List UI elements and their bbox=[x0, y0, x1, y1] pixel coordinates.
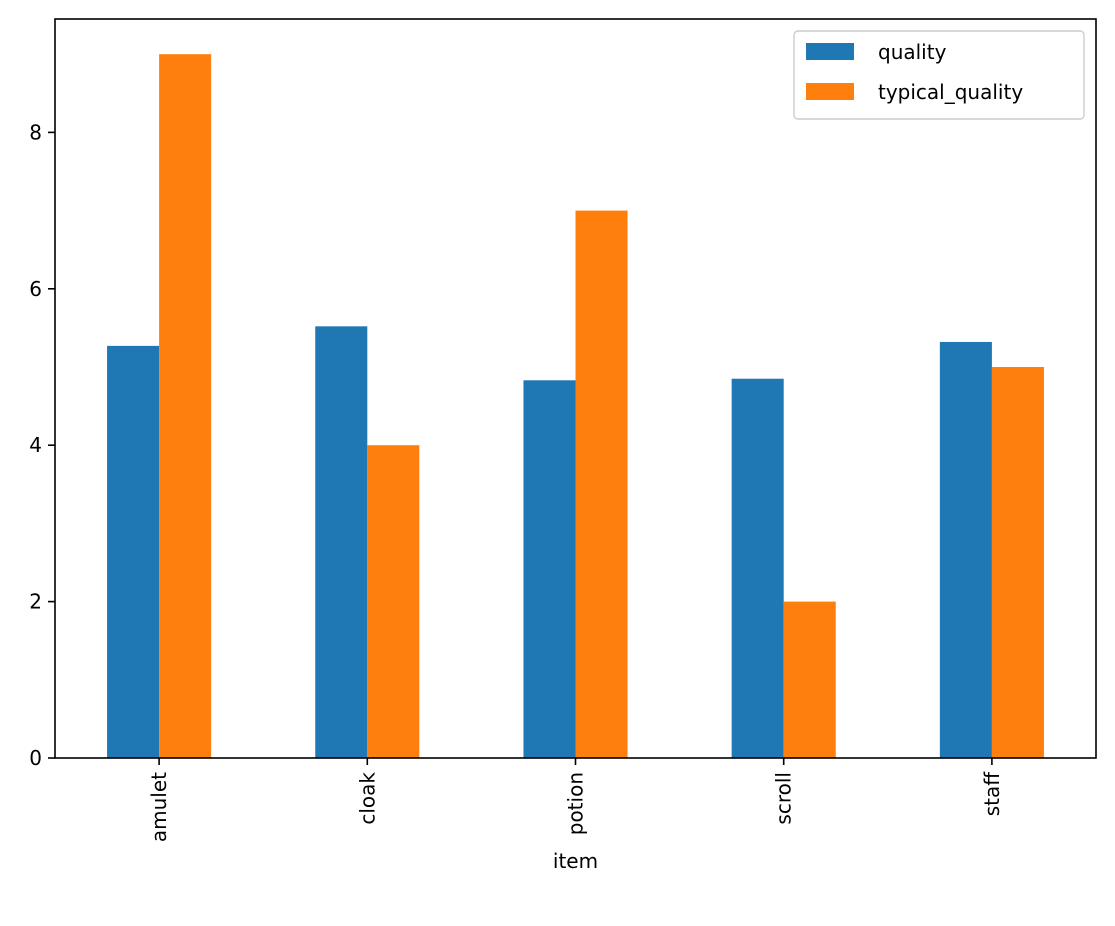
legend-label-quality: quality bbox=[878, 40, 947, 64]
bar-quality-potion bbox=[523, 380, 576, 758]
y-axis: 0 2 4 6 8 bbox=[29, 120, 55, 770]
y-tick-label-2: 2 bbox=[29, 590, 42, 614]
legend-frame bbox=[793, 30, 1085, 120]
x-tick-label-cloak: cloak bbox=[355, 772, 379, 825]
bar-quality-scroll bbox=[731, 378, 784, 758]
bar-quality-staff bbox=[939, 341, 992, 758]
y-tick-label-4: 4 bbox=[29, 433, 42, 457]
bar-quality-cloak bbox=[315, 326, 368, 758]
x-axis: amulet cloak potion scroll staff bbox=[147, 758, 1004, 842]
x-tick-label-staff: staff bbox=[980, 771, 1004, 817]
x-tick-label-amulet: amulet bbox=[147, 772, 171, 842]
bar-typical-quality-cloak bbox=[367, 445, 420, 758]
legend-swatch-typical-quality bbox=[806, 83, 854, 100]
legend-swatch-quality bbox=[806, 43, 854, 60]
x-tick-label-potion: potion bbox=[564, 772, 588, 835]
y-tick-label-8: 8 bbox=[29, 120, 42, 144]
legend: quality typical_quality bbox=[793, 30, 1085, 120]
x-axis-label: item bbox=[553, 849, 598, 873]
bar-quality-amulet bbox=[107, 345, 160, 758]
plot-frame bbox=[54, 18, 1097, 759]
bars-group bbox=[107, 54, 1044, 758]
bar-typical-quality-staff bbox=[991, 366, 1044, 758]
y-tick-label-6: 6 bbox=[29, 277, 42, 301]
y-tick-label-0: 0 bbox=[29, 746, 42, 770]
bar-typical-quality-potion bbox=[575, 210, 628, 758]
bar-typical-quality-scroll bbox=[783, 601, 836, 758]
bar-typical-quality-amulet bbox=[159, 54, 212, 758]
legend-label-typical-quality: typical_quality bbox=[878, 80, 1023, 104]
x-tick-label-scroll: scroll bbox=[772, 772, 796, 825]
